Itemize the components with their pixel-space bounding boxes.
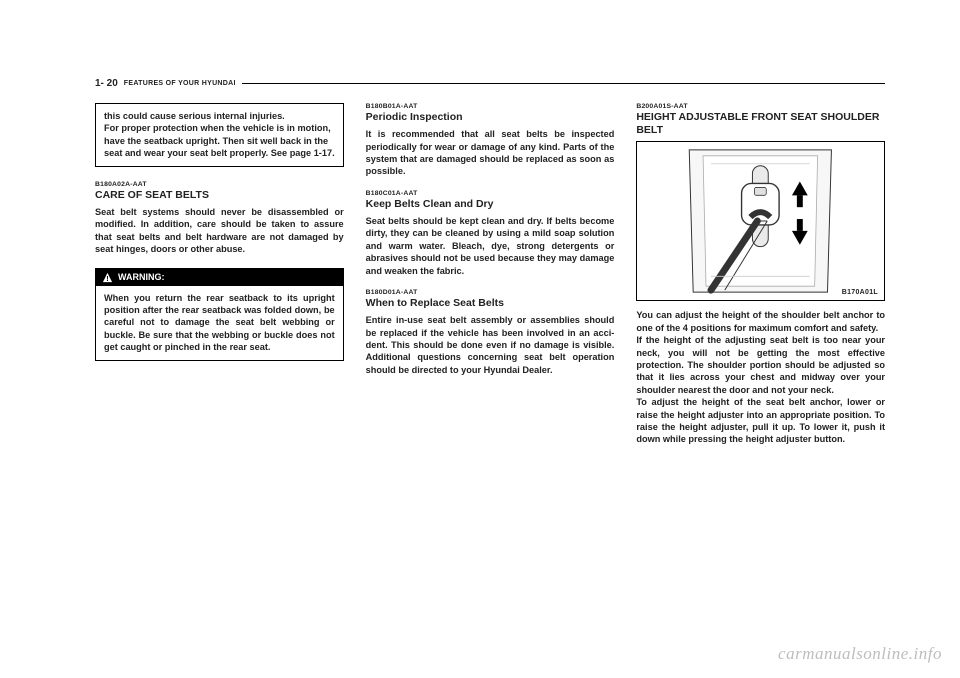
periodic-body: It is recommended that all seat belts be…	[366, 128, 615, 178]
adj-code: B200A01S-AAT	[636, 103, 885, 110]
page-number: 1- 20	[95, 78, 118, 89]
clean-body: Seat belts should be kept clean and dry.…	[366, 215, 615, 277]
replace-block: B180D01A-AAT When to Replace Seat Belts …	[366, 289, 615, 376]
column-1: this could cause serious internal injuri…	[95, 103, 344, 452]
belt-adjuster-svg	[637, 142, 884, 300]
clean-block: B180C01A-AAT Keep Belts Clean and Dry Se…	[366, 190, 615, 277]
replace-heading: When to Replace Seat Belts	[366, 297, 615, 310]
manual-page: 1- 20 FEATURES OF YOUR HYUNDAI this coul…	[0, 0, 960, 492]
shoulder-belt-illustration: B170A01L	[636, 141, 885, 301]
periodic-code: B180B01A-AAT	[366, 103, 615, 110]
replace-body: Entire in-use seat belt assembly or asse…	[366, 314, 615, 376]
warning-label: WARNING:	[118, 272, 165, 282]
column-3: B200A01S-AAT HEIGHT ADJUSTABLE FRONT SEA…	[636, 103, 885, 452]
replace-code: B180D01A-AAT	[366, 289, 615, 296]
column-2: B180B01A-AAT Periodic Inspection It is r…	[366, 103, 615, 452]
content-columns: this could cause serious internal injuri…	[95, 103, 885, 452]
section-name: FEATURES OF YOUR HYUNDAI	[124, 80, 236, 87]
warning-header: ! WARNING:	[96, 269, 343, 286]
page-header: 1- 20 FEATURES OF YOUR HYUNDAI	[95, 78, 885, 89]
watermark: carmanualsonline.info	[778, 644, 942, 664]
warning-body: When you return the rear seatback to its…	[96, 286, 343, 360]
adj-body: You can adjust the height of the shoul­d…	[636, 309, 885, 446]
care-body: Seat belt systems should never be disass…	[95, 206, 344, 256]
care-code: B180A02A-AAT	[95, 181, 344, 188]
periodic-heading: Periodic Inspection	[366, 111, 615, 124]
clean-code: B180C01A-AAT	[366, 190, 615, 197]
continued-warning-box: this could cause serious internal injuri…	[95, 103, 344, 167]
illustration-code: B170A01L	[842, 289, 878, 296]
care-block: B180A02A-AAT CARE OF SEAT BELTS Seat bel…	[95, 181, 344, 256]
care-heading: CARE OF SEAT BELTS	[95, 189, 344, 202]
adj-heading: HEIGHT ADJUSTABLE FRONT SEAT SHOULDER BE…	[636, 111, 885, 137]
warning-triangle-icon: !	[102, 272, 113, 283]
warning-box: ! WARNING: When you return the rear seat…	[95, 268, 344, 361]
periodic-block: B180B01A-AAT Periodic Inspection It is r…	[366, 103, 615, 178]
clean-heading: Keep Belts Clean and Dry	[366, 198, 615, 211]
svg-text:!: !	[106, 274, 108, 283]
header-rule	[242, 83, 885, 84]
